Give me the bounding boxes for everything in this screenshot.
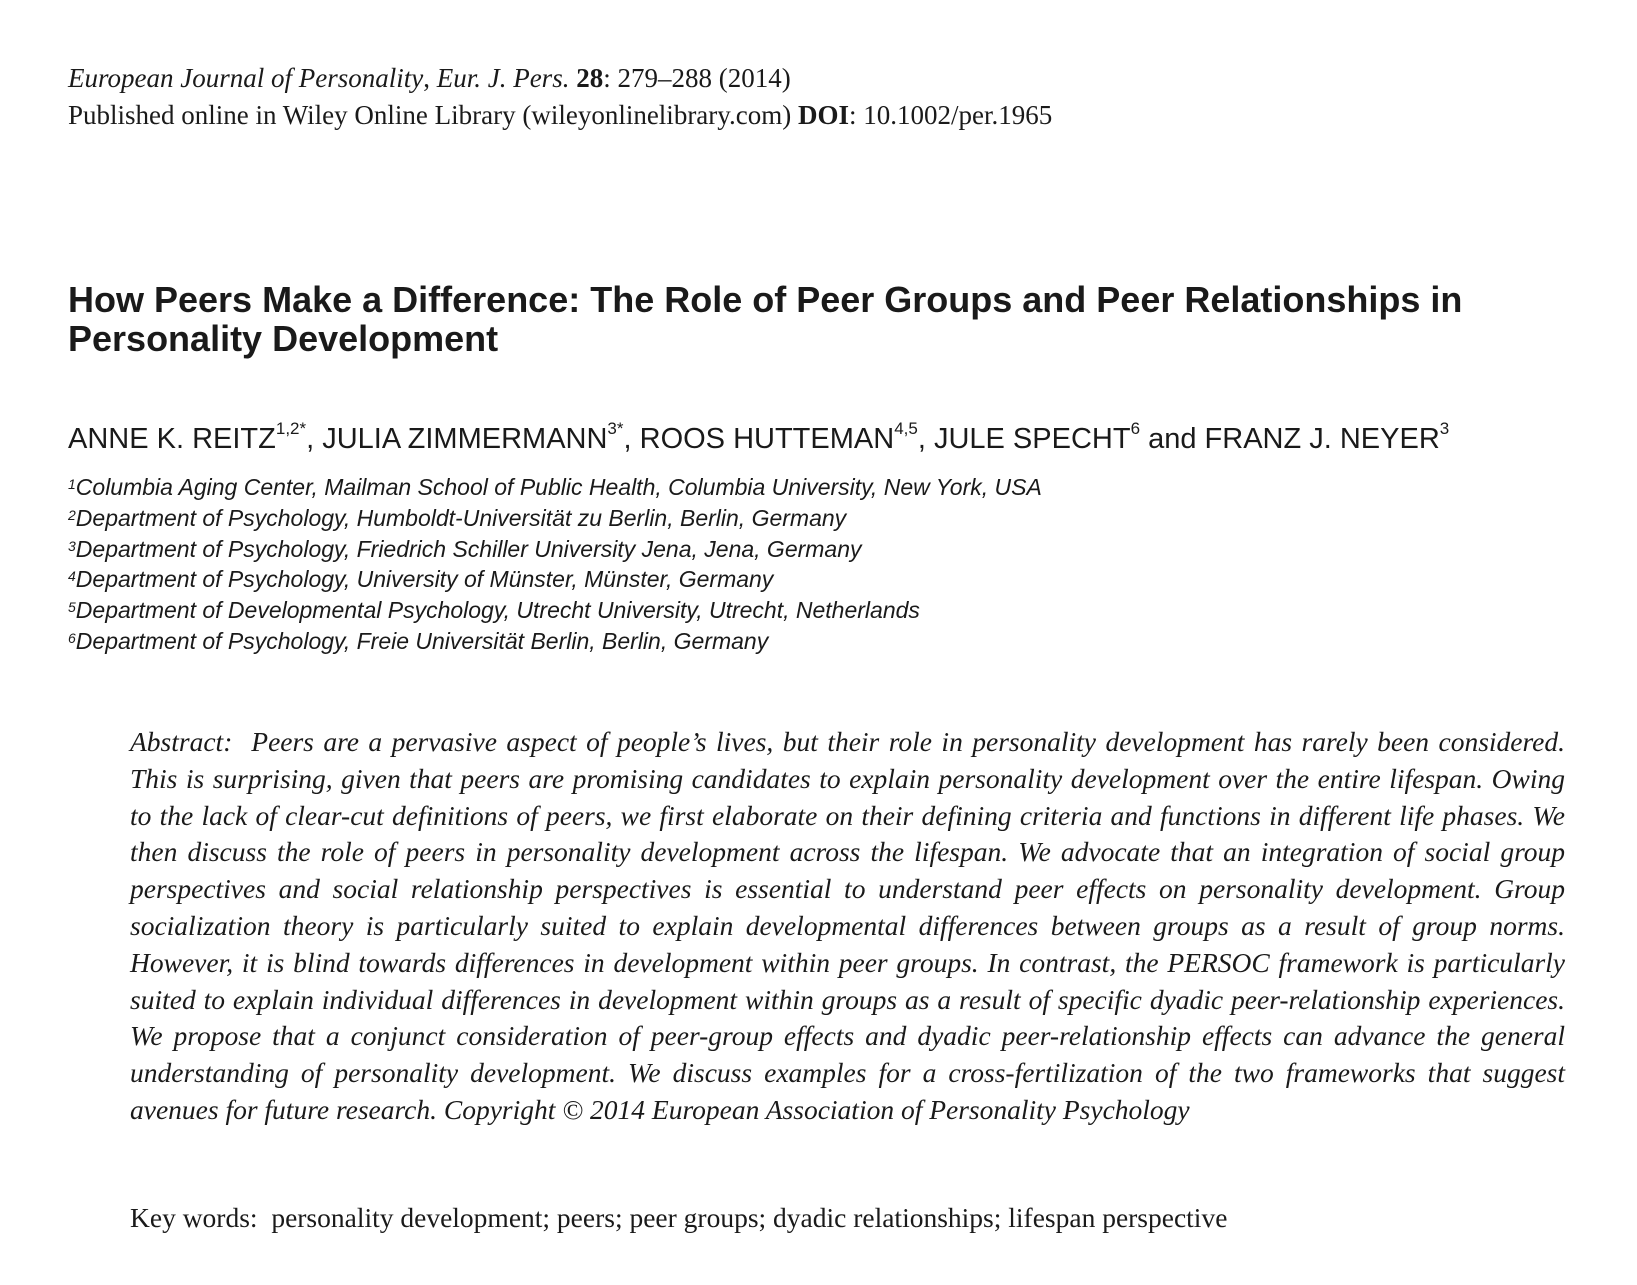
affiliation-number: 6 xyxy=(68,629,76,646)
author-affiliation-marker: 1,2* xyxy=(275,419,307,438)
affiliation-text: Columbia Aging Center, Mailman School of… xyxy=(75,474,1042,500)
affiliation-item: 1Columbia Aging Center, Mailman School o… xyxy=(68,472,1042,503)
affiliation-item: 2Department of Psychology, Humboldt-Univ… xyxy=(68,503,1042,534)
affiliation-number: 5 xyxy=(68,599,76,616)
affiliation-list: 1Columbia Aging Center, Mailman School o… xyxy=(68,472,1042,657)
published-text: Published online in Wiley Online Library… xyxy=(68,100,792,130)
affiliation-number: 3 xyxy=(68,537,76,554)
affiliation-item: 4Department of Psychology, University of… xyxy=(68,564,1042,595)
affiliation-text: Department of Developmental Psychology, … xyxy=(75,597,920,624)
affiliation-number: 2 xyxy=(68,506,76,523)
author-name: JULE SPECHT xyxy=(933,423,1131,455)
abstract-label: Abstract: xyxy=(130,726,233,757)
author-separator: , xyxy=(306,423,323,455)
citation-line: European Journal of Personality, Eur. J.… xyxy=(68,63,791,93)
keywords-text: personality development; peers; peer gro… xyxy=(271,1202,1228,1233)
author-affiliation-marker: 3 xyxy=(1439,419,1450,438)
affiliation-text: Department of Psychology, Freie Universi… xyxy=(75,627,769,654)
author-affiliation-marker: 3* xyxy=(607,419,624,438)
author-affiliation-marker: 6 xyxy=(1130,419,1141,438)
journal-abbrev: Eur. J. Pers. xyxy=(436,63,570,93)
journal-header: European Journal of Personality, Eur. J.… xyxy=(68,60,1052,134)
affiliation-text: Department of Psychology, University of … xyxy=(75,566,774,593)
author-separator: , xyxy=(917,423,934,455)
author-separator: , xyxy=(623,423,640,455)
author-name: ROOS HUTTEMAN xyxy=(639,423,895,455)
author-name: JULIA ZIMMERMANN xyxy=(322,423,608,455)
keywords: Key words: personality development; peer… xyxy=(130,1202,1227,1234)
author-name: FRANZ J. NEYER xyxy=(1204,423,1440,455)
affiliation-text: Department of Psychology, Friedrich Schi… xyxy=(75,535,862,562)
keywords-label: Key words: xyxy=(130,1202,258,1233)
publication-line: Published online in Wiley Online Library… xyxy=(68,97,1052,134)
author-name: ANNE K. REITZ xyxy=(68,423,276,455)
affiliation-number: 4 xyxy=(68,568,76,585)
affiliation-text: Department of Psychology, Humboldt-Unive… xyxy=(75,504,847,531)
affiliation-item: 3Department of Psychology, Friedrich Sch… xyxy=(68,534,1042,565)
author-separator: and xyxy=(1140,423,1205,455)
abstract: Abstract: Peers are a pervasive aspect o… xyxy=(130,724,1565,1129)
author-affiliation-marker: 4,5 xyxy=(894,419,918,438)
paper-title: How Peers Make a Difference: The Role of… xyxy=(68,279,1463,359)
doi[interactable]: : 10.1002/per.1965 xyxy=(849,100,1053,130)
doi-label: DOI xyxy=(798,100,850,130)
affiliation-item: 5Department of Developmental Psychology,… xyxy=(68,595,1042,626)
volume: 28 xyxy=(576,63,604,93)
affiliation-number: 1 xyxy=(68,476,76,492)
affiliation-item: 6Department of Psychology, Freie Univers… xyxy=(68,626,1042,657)
abstract-text: Peers are a pervasive aspect of people’s… xyxy=(130,726,1566,1125)
author-list: ANNE K. REITZ1,2*, JULIA ZIMMERMANN3*, R… xyxy=(68,419,1449,456)
pages: : 279–288 (2014) xyxy=(603,63,791,93)
journal-name: European Journal of Personality xyxy=(68,63,424,93)
